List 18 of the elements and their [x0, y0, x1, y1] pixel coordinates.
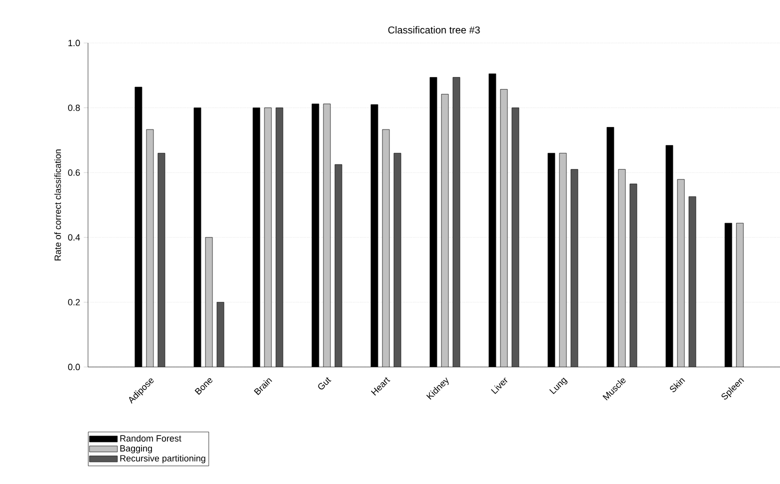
- y-axis-title: Rate of correct classification: [54, 150, 61, 260]
- y-tick-label: 0.2: [68, 299, 80, 306]
- y-tick-label: 1.0: [68, 40, 80, 46]
- bar: [512, 108, 519, 367]
- y-tick-label: 0.4: [68, 234, 80, 241]
- bar: [630, 184, 637, 367]
- legend-label: Random Forest: [120, 434, 182, 442]
- y-tick-label: 0.6: [68, 169, 80, 176]
- legend-label: Bagging: [120, 444, 152, 454]
- bar: [570, 169, 578, 367]
- legend-label: Recursive partitioning: [120, 454, 206, 464]
- x-tick-label: Gut: [318, 377, 332, 390]
- y-tick-label: 0.0: [68, 364, 80, 370]
- bar: [452, 77, 460, 367]
- chart-title: Classification tree #3: [388, 26, 480, 34]
- y-tick-label: 0.8: [68, 104, 80, 111]
- bar: [688, 196, 696, 367]
- x-tick-label: Skin: [670, 378, 686, 392]
